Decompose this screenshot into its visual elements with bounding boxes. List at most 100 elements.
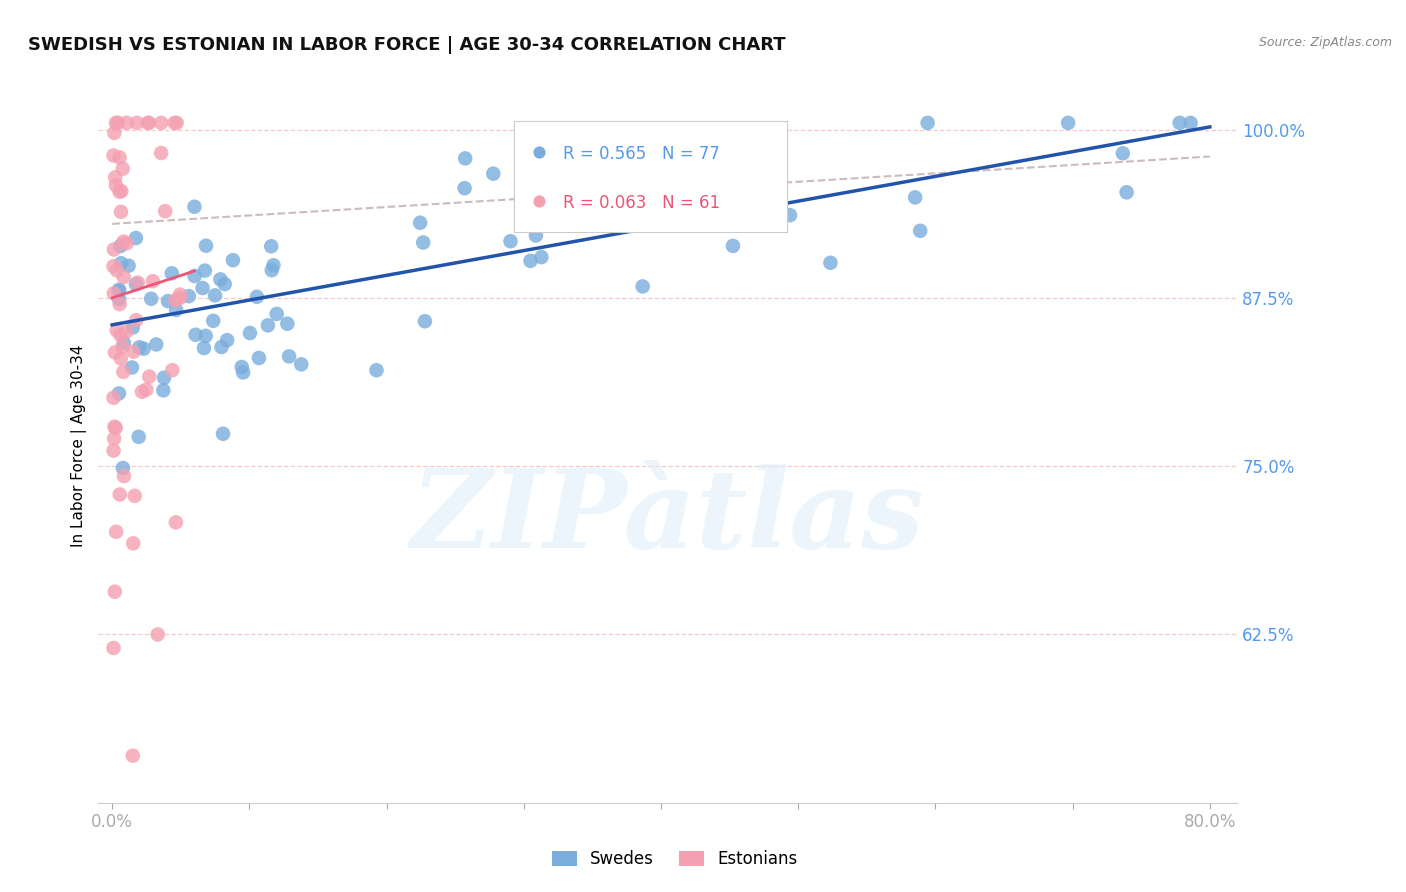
- Point: [260, 263, 283, 277]
- Point: [103, 432, 125, 446]
- Point: [103, 640, 125, 655]
- Point: [278, 350, 301, 364]
- Point: [121, 320, 143, 334]
- Point: [1112, 146, 1135, 161]
- Point: [290, 357, 312, 371]
- Point: [108, 386, 131, 401]
- Point: [194, 328, 217, 343]
- Point: [262, 258, 284, 272]
- Point: [183, 200, 205, 214]
- Point: [169, 287, 191, 301]
- Legend: Swedes, Estonians: Swedes, Estonians: [546, 844, 804, 875]
- Point: [104, 345, 127, 359]
- Point: [163, 116, 186, 130]
- Point: [266, 307, 288, 321]
- Point: [103, 259, 125, 273]
- Point: [110, 239, 132, 253]
- Point: [139, 292, 162, 306]
- Point: [222, 253, 245, 268]
- Point: [136, 116, 159, 130]
- Point: [112, 335, 135, 350]
- Point: [110, 256, 132, 270]
- Point: [145, 337, 167, 351]
- Point: [135, 383, 157, 397]
- Point: [193, 341, 215, 355]
- Point: [104, 584, 127, 599]
- Point: [779, 208, 801, 222]
- Point: [721, 239, 744, 253]
- Point: [412, 235, 434, 250]
- Point: [122, 344, 145, 359]
- Point: [153, 204, 176, 219]
- Point: [1115, 186, 1137, 200]
- Point: [904, 190, 927, 204]
- Point: [212, 426, 235, 441]
- Point: [112, 469, 135, 483]
- Point: [125, 313, 148, 327]
- Point: [908, 224, 931, 238]
- Point: [530, 250, 553, 264]
- Point: [111, 461, 134, 475]
- Point: [110, 351, 132, 366]
- Point: [108, 297, 131, 311]
- Point: [117, 259, 139, 273]
- Point: [211, 340, 233, 354]
- Point: [105, 524, 128, 539]
- Point: [169, 291, 191, 305]
- Point: [165, 293, 187, 308]
- Point: [177, 289, 200, 303]
- Point: [184, 327, 207, 342]
- Point: [108, 292, 131, 306]
- Point: [132, 342, 155, 356]
- Point: [112, 235, 135, 249]
- Point: [125, 231, 148, 245]
- Point: [103, 391, 125, 405]
- Point: [142, 274, 165, 288]
- Point: [128, 340, 150, 354]
- Point: [104, 178, 127, 193]
- Point: [108, 284, 131, 298]
- Point: [104, 170, 127, 185]
- Point: [125, 116, 148, 130]
- Point: [152, 384, 174, 398]
- Point: [104, 421, 127, 435]
- Point: [166, 116, 188, 130]
- Point: [366, 363, 388, 377]
- Point: [107, 116, 129, 130]
- Point: [103, 148, 125, 162]
- Point: [115, 325, 138, 339]
- Point: [232, 366, 254, 380]
- Point: [202, 314, 225, 328]
- Point: [121, 748, 143, 763]
- Text: Source: ZipAtlas.com: Source: ZipAtlas.com: [1258, 36, 1392, 49]
- Point: [239, 326, 262, 340]
- Point: [103, 286, 125, 301]
- Point: [820, 256, 842, 270]
- Point: [150, 146, 173, 161]
- Point: [499, 234, 522, 248]
- Point: [162, 363, 184, 377]
- Point: [128, 430, 150, 444]
- Point: [105, 116, 128, 130]
- Point: [165, 302, 187, 317]
- Point: [204, 288, 226, 302]
- Point: [409, 216, 432, 230]
- Point: [108, 185, 131, 199]
- Point: [138, 369, 160, 384]
- Point: [110, 328, 132, 343]
- Point: [122, 536, 145, 550]
- Point: [105, 324, 128, 338]
- Point: [110, 184, 132, 198]
- Point: [160, 266, 183, 280]
- Point: [150, 116, 173, 130]
- Point: [103, 126, 125, 140]
- Point: [121, 360, 143, 375]
- Point: [103, 419, 125, 434]
- Point: [165, 516, 187, 530]
- Point: [917, 116, 939, 130]
- Point: [156, 294, 179, 309]
- Point: [1057, 116, 1080, 130]
- Point: [124, 489, 146, 503]
- Point: [454, 152, 477, 166]
- Point: [482, 167, 505, 181]
